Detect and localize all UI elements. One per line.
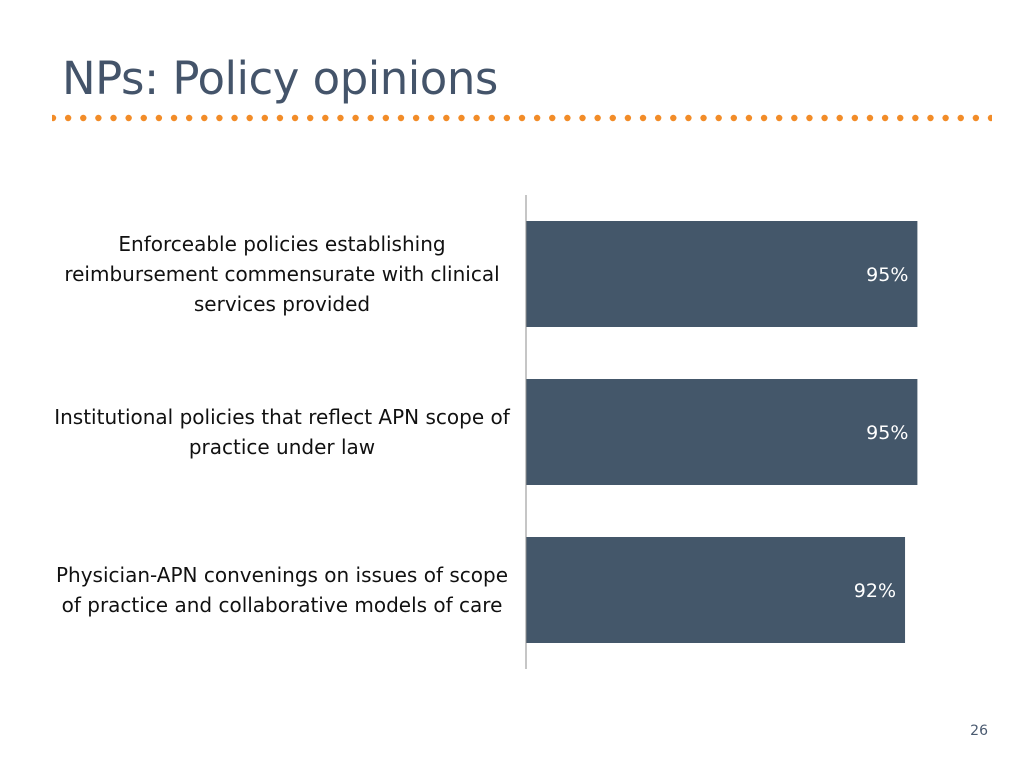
divider-dot: [458, 114, 465, 122]
divider-dot: [306, 114, 314, 122]
page-number: 26: [970, 723, 988, 739]
divider-dot: [185, 114, 193, 122]
divider-dot: [412, 114, 420, 122]
divider-dot: [851, 114, 859, 122]
divider-dot: [579, 114, 586, 122]
divider-dot: [942, 114, 949, 122]
bar: [526, 537, 906, 643]
divider-dot: [549, 114, 556, 122]
divider-dot: [352, 114, 359, 122]
divider-dot: [927, 114, 934, 122]
divider-dot: [594, 114, 601, 122]
divider-dot: [760, 114, 768, 122]
divider-dot: [488, 114, 495, 122]
divider-dot: [987, 114, 992, 122]
page-title: NPs: Policy opinions: [62, 52, 498, 105]
divider-dot: [367, 114, 374, 122]
divider-dot: [170, 114, 178, 122]
divider-dot: [639, 114, 647, 122]
divider-dot: [654, 114, 662, 122]
category-label: Institutional policies that reflect APN …: [54, 405, 510, 459]
divider-dot: [866, 114, 874, 122]
divider-dot: [64, 114, 72, 122]
bar: [526, 379, 918, 485]
bar-value-label: 95%: [866, 422, 908, 444]
divider-dot: [685, 114, 692, 122]
divider-dot: [518, 114, 526, 122]
dotted-divider: [52, 114, 992, 122]
divider-dot: [791, 114, 798, 122]
divider-dot: [533, 114, 541, 122]
bar-value-label: 92%: [854, 580, 896, 602]
bar-value-label: 95%: [866, 264, 908, 286]
divider-dot: [912, 114, 919, 122]
divider-dot: [957, 114, 964, 122]
divider-dot: [155, 114, 163, 122]
divider-dot: [670, 114, 677, 122]
divider-dot: [276, 114, 284, 122]
category-label: Physician-APN convenings on issues of sc…: [55, 563, 508, 617]
divider-dot: [337, 114, 344, 122]
divider-dot: [836, 114, 843, 122]
divider-dot: [216, 114, 223, 122]
divider-dot: [443, 114, 450, 122]
divider-dot: [261, 114, 269, 122]
divider-dot: [609, 114, 616, 122]
divider-dot: [715, 114, 722, 122]
divider-dot: [291, 114, 299, 122]
divider-dot: [881, 114, 889, 122]
divider-dot: [821, 114, 828, 122]
divider-dot: [745, 114, 753, 122]
divider-dot: [700, 114, 707, 122]
category-label: Enforceable policies establishing reimbu…: [64, 232, 500, 316]
divider-dot: [95, 114, 102, 122]
divider-dot: [730, 114, 738, 122]
divider-dot: [428, 114, 435, 122]
bar: [526, 221, 918, 327]
divider-dot: [564, 114, 571, 122]
divider-dot: [806, 114, 813, 122]
divider-dot: [140, 114, 147, 122]
divider-dot: [382, 114, 390, 122]
divider-dot: [52, 114, 57, 122]
divider-dot: [972, 114, 980, 122]
divider-dot: [110, 114, 117, 122]
divider-dot: [125, 114, 132, 122]
divider-dot: [775, 114, 783, 122]
divider-dot: [80, 114, 87, 122]
divider-dot: [624, 114, 632, 122]
divider-dot: [201, 114, 208, 122]
divider-dot: [503, 114, 511, 122]
divider-dot: [246, 114, 253, 122]
divider-dot: [322, 114, 329, 122]
divider-dot: [473, 114, 480, 122]
divider-dot: [231, 114, 238, 122]
divider-dot: [897, 114, 904, 122]
divider-dot: [397, 114, 405, 122]
